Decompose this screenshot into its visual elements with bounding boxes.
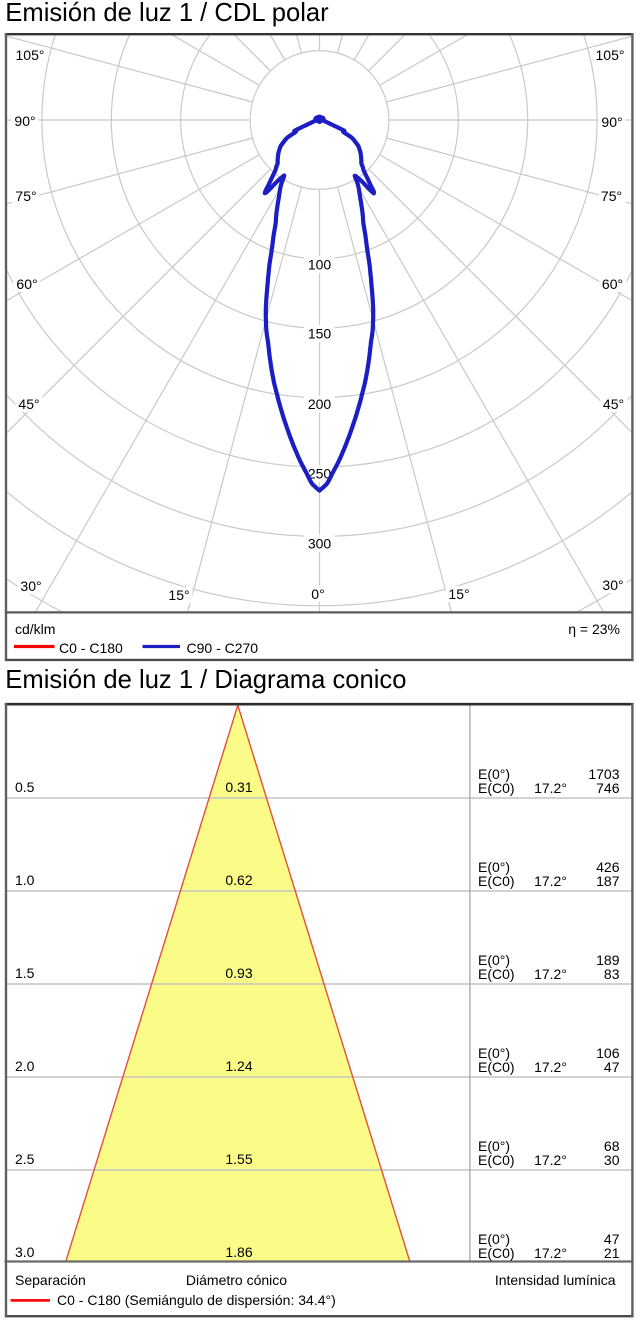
svg-text:250: 250 <box>308 465 332 481</box>
svg-text:200: 200 <box>308 396 332 412</box>
svg-text:150: 150 <box>308 326 332 342</box>
svg-text:300: 300 <box>308 536 332 552</box>
svg-text:100: 100 <box>308 256 332 272</box>
